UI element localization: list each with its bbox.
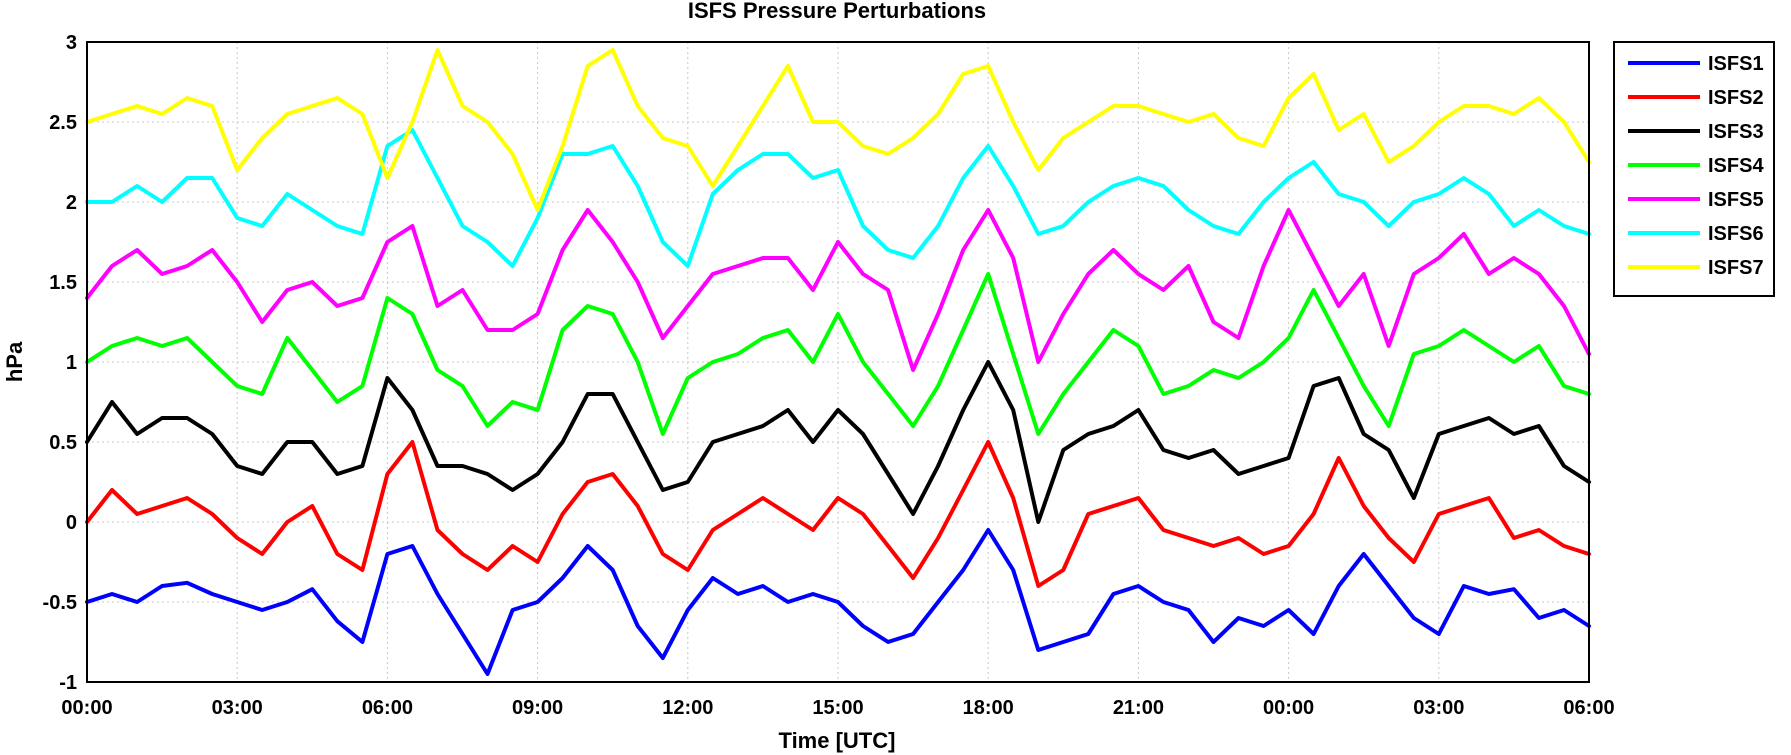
y-tick-label: 2.5 — [49, 112, 77, 134]
legend-label-isfs5: ISFS5 — [1708, 189, 1764, 211]
legend-label-isfs3: ISFS3 — [1708, 121, 1764, 143]
series-line-isfs1 — [85, 528, 1591, 676]
y-axis-label: hPa — [2, 341, 27, 382]
series-line-isfs5 — [85, 208, 1591, 372]
legend-label-isfs1: ISFS1 — [1708, 53, 1764, 75]
series-line-isfs6 — [85, 128, 1591, 268]
legend-label-isfs7: ISFS7 — [1708, 257, 1764, 279]
chart-title: ISFS Pressure Perturbations — [688, 0, 986, 23]
legend-box — [1613, 41, 1775, 297]
x-tick-label: 09:00 — [512, 697, 563, 719]
x-tick-label: 03:00 — [212, 697, 263, 719]
series-line-isfs3 — [85, 360, 1591, 524]
y-tick-label: 1.5 — [49, 272, 77, 294]
x-tick-labels: 00:00 03:00 06:00 09:00 12:00 15:00 18:00 21:00… — [61, 697, 1614, 719]
x-tick-label: 21:00 — [1113, 697, 1164, 719]
x-tick-label: 06:00 — [1563, 697, 1614, 719]
legend: ISFS1 ISFS2 ISFS3 ISFS4 ISFS5 ISFS6 ISFS7 — [1613, 41, 1775, 297]
y-tick-labels: -1 -0.5 0 0.5 1 1.5 2 2.5 3 — [43, 32, 77, 694]
x-tick-label: 00:00 — [61, 697, 112, 719]
x-tick-label: 00:00 — [1263, 697, 1314, 719]
x-tick-label: 18:00 — [963, 697, 1014, 719]
series-lines — [85, 48, 1591, 676]
x-axis-label: Time [UTC] — [779, 728, 896, 753]
plot-area-frame — [86, 41, 1590, 683]
y-tick-label: 2 — [66, 192, 77, 214]
series-line-isfs2 — [85, 440, 1591, 588]
x-tick-label: 06:00 — [362, 697, 413, 719]
y-tick-label: 1 — [66, 352, 77, 374]
x-tick-label: 12:00 — [662, 697, 713, 719]
series-line-isfs7 — [85, 48, 1591, 212]
y-tick-label: 3 — [66, 32, 77, 54]
y-tick-label: 0 — [66, 512, 77, 534]
y-tick-label: -0.5 — [43, 592, 77, 614]
y-tick-label: -1 — [59, 672, 77, 694]
legend-label-isfs4: ISFS4 — [1708, 155, 1764, 177]
x-tick-label: 15:00 — [812, 697, 863, 719]
series-line-isfs4 — [85, 272, 1591, 436]
legend-label-isfs2: ISFS2 — [1708, 87, 1764, 109]
y-tick-label: 0.5 — [49, 432, 77, 454]
legend-label-isfs6: ISFS6 — [1708, 223, 1764, 245]
x-tick-label: 03:00 — [1413, 697, 1464, 719]
grid-lines — [86, 41, 1590, 683]
